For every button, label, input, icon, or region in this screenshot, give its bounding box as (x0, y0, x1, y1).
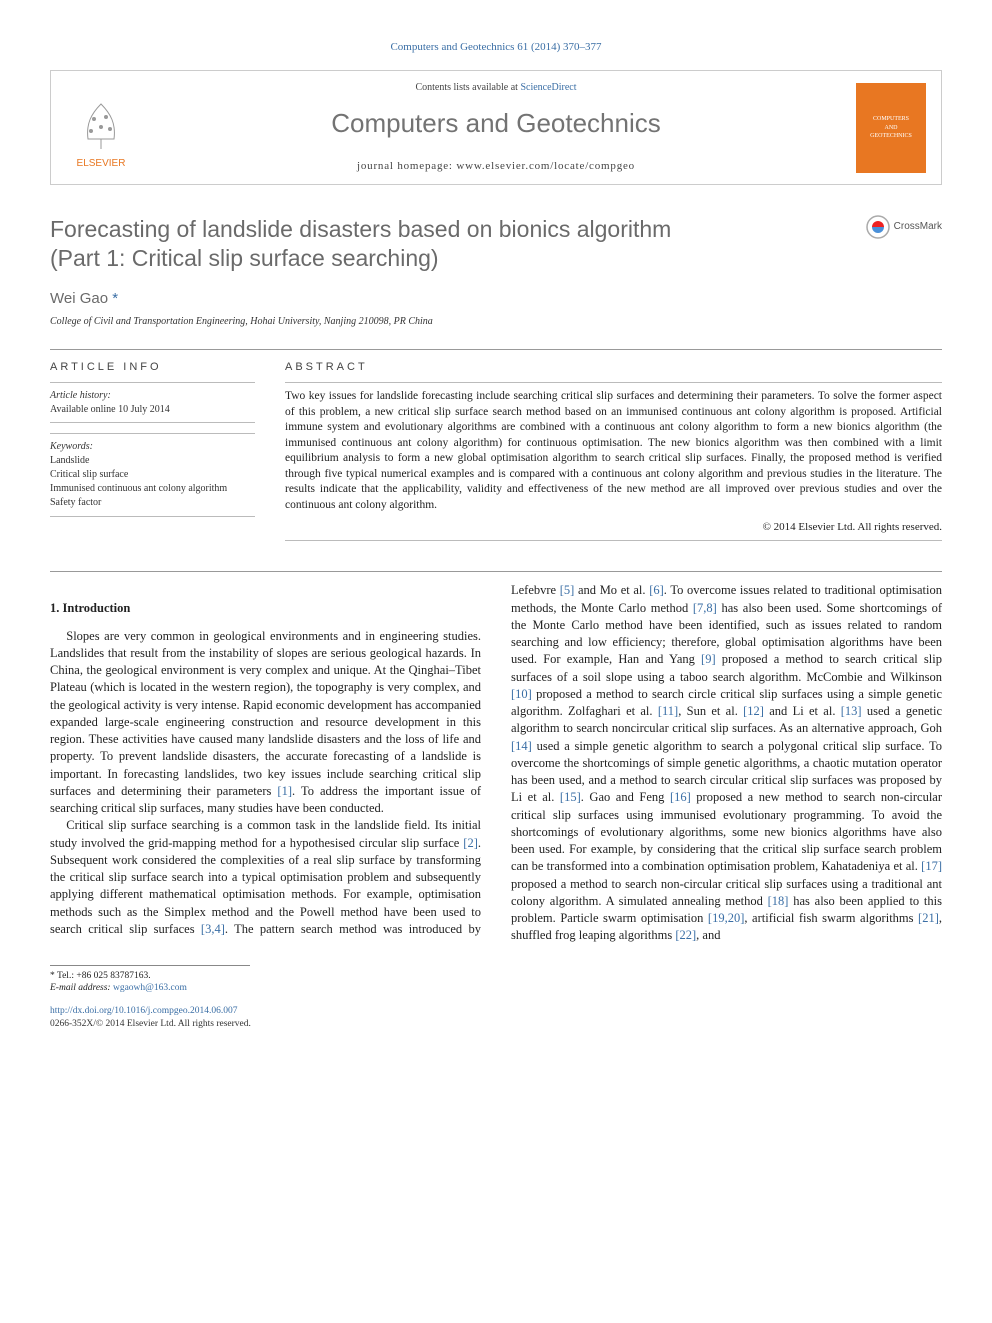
para: Slopes are very common in geological env… (50, 628, 481, 818)
cite-link[interactable]: [2] (463, 836, 478, 850)
cite-link[interactable]: [15] (560, 790, 581, 804)
cite-link[interactable]: [17] (921, 859, 942, 873)
cite-link[interactable]: [10] (511, 687, 532, 701)
journal-cover-thumb: COMPUTERSANDGEOTECHNICS (856, 83, 926, 173)
citation-header: Computers and Geotechnics 61 (2014) 370–… (50, 40, 942, 55)
divider (50, 571, 942, 572)
cite-link[interactable]: [16] (670, 790, 691, 804)
cite-link[interactable]: [5] (560, 583, 575, 597)
keywords-label: Keywords: (50, 441, 93, 452)
article-info-head: ARTICLE INFO (50, 360, 255, 375)
email-label: E-mail address: (50, 983, 111, 993)
cite-link[interactable]: [22] (675, 928, 696, 942)
contents-prefix: Contents lists available at (415, 82, 520, 93)
cite-link[interactable]: [18] (768, 894, 789, 908)
keyword: Immunised continuous ant colony algorith… (50, 483, 227, 494)
doi-link[interactable]: http://dx.doi.org/10.1016/j.compgeo.2014… (50, 1006, 237, 1016)
history-date: Available online 10 July 2014 (50, 404, 170, 415)
cite-link[interactable]: [1] (277, 784, 292, 798)
cite-link[interactable]: [21] (918, 911, 939, 925)
cite-link[interactable]: [14] (511, 739, 532, 753)
abstract-head: ABSTRACT (285, 360, 942, 375)
corresponding-footnote: * Tel.: +86 025 83787163. E-mail address… (50, 965, 250, 996)
cite-link[interactable]: [13] (841, 704, 862, 718)
cite-link[interactable]: [12] (743, 704, 764, 718)
cite-link[interactable]: [3,4] (201, 922, 225, 936)
journal-name: Computers and Geotechnics (136, 106, 856, 141)
body-columns: 1. Introduction Slopes are very common i… (50, 582, 942, 944)
section-head-intro: 1. Introduction (50, 600, 481, 617)
elsevier-logo: ELSEVIER (66, 85, 136, 170)
sciencedirect-link[interactable]: ScienceDirect (520, 82, 576, 93)
journal-homepage[interactable]: journal homepage: www.elsevier.com/locat… (136, 159, 856, 174)
elsevier-tree-icon (76, 99, 126, 154)
affiliation: College of Civil and Transportation Engi… (50, 315, 942, 329)
divider (50, 349, 942, 350)
title-line1: Forecasting of landslide disasters based… (50, 216, 671, 242)
article-history: Article history: Available online 10 Jul… (50, 382, 255, 423)
title-line2: (Part 1: Critical slip surface searching… (50, 245, 439, 271)
crossmark-badge[interactable]: CrossMark (866, 215, 942, 239)
cite-link[interactable]: [7,8] (693, 601, 717, 615)
contents-available: Contents lists available at ScienceDirec… (136, 81, 856, 95)
doi-block: http://dx.doi.org/10.1016/j.compgeo.2014… (50, 1005, 942, 1031)
journal-header: ELSEVIER Contents lists available at Sci… (50, 70, 942, 185)
publisher-name: ELSEVIER (77, 157, 126, 171)
history-label: Article history: (50, 390, 111, 401)
cite-link[interactable]: [6] (649, 583, 664, 597)
keywords-block: Keywords: Landslide Critical slip surfac… (50, 433, 255, 517)
corresponding-marker[interactable]: * (112, 290, 118, 307)
abstract-body: Two key issues for landslide forecasting… (285, 382, 942, 513)
article-title-row: Forecasting of landslide disasters based… (50, 215, 942, 273)
email-line: E-mail address: wgaowh@163.com (50, 982, 250, 995)
journal-header-center: Contents lists available at ScienceDirec… (136, 81, 856, 174)
keyword: Landslide (50, 455, 89, 466)
email-link[interactable]: wgaowh@163.com (113, 983, 187, 993)
crossmark-label: CrossMark (894, 221, 942, 234)
abstract: ABSTRACT Two key issues for landslide fo… (285, 360, 942, 542)
author-line: Wei Gao * (50, 289, 942, 309)
cite-link[interactable]: [11] (658, 704, 678, 718)
article-title: Forecasting of landslide disasters based… (50, 215, 671, 273)
issn-copyright: 0266-352X/© 2014 Elsevier Ltd. All right… (50, 1019, 251, 1029)
crossmark-icon (866, 215, 890, 239)
cite-link[interactable]: [19,20] (708, 911, 744, 925)
abstract-copyright: © 2014 Elsevier Ltd. All rights reserved… (285, 520, 942, 542)
tel: * Tel.: +86 025 83787163. (50, 970, 250, 983)
keyword: Critical slip surface (50, 469, 128, 480)
info-abstract-row: ARTICLE INFO Article history: Available … (50, 360, 942, 542)
keyword: Safety factor (50, 497, 101, 508)
cite-link[interactable]: [9] (701, 652, 716, 666)
author-name: Wei Gao (50, 290, 108, 307)
article-info: ARTICLE INFO Article history: Available … (50, 360, 255, 542)
